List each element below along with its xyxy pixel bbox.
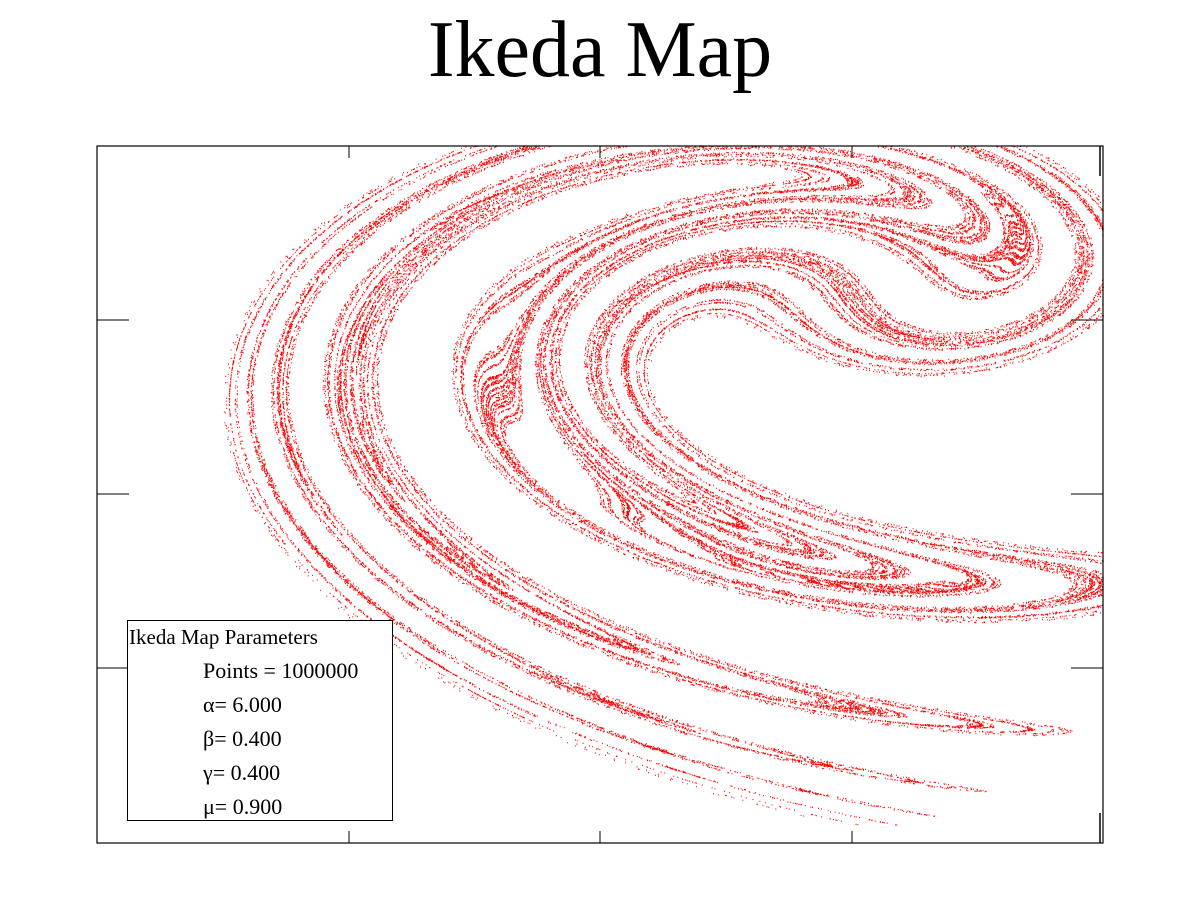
legend-mu: μ= 0.900 (203, 794, 283, 819)
legend-points-count: Points = 1000000 (203, 658, 359, 683)
legend-box: Ikeda Map Parameters Points = 1000000 α=… (127, 620, 393, 821)
plot-frame (96, 145, 1104, 844)
legend-gamma: γ= 0.400 (203, 760, 281, 785)
attractor-point-cloud (223, 145, 1104, 826)
legend-heading: Ikeda Map Parameters (129, 625, 318, 649)
attractor-points (223, 145, 1104, 826)
legend-alpha: α= 6.000 (203, 692, 282, 717)
chart-title: Ikeda Map (427, 6, 773, 94)
legend-beta: β= 0.400 (203, 726, 282, 751)
